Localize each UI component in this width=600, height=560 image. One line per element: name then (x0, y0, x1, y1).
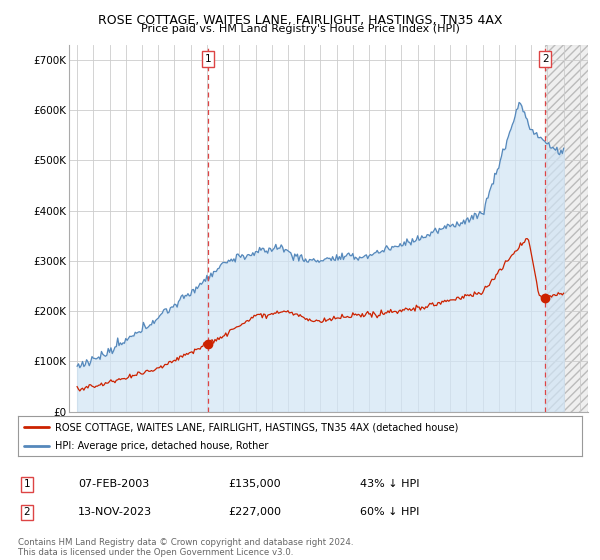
Text: 13-NOV-2023: 13-NOV-2023 (78, 507, 152, 517)
Text: £135,000: £135,000 (228, 479, 281, 489)
Text: 07-FEB-2003: 07-FEB-2003 (78, 479, 149, 489)
Text: 43% ↓ HPI: 43% ↓ HPI (360, 479, 419, 489)
Bar (545, 45, 588, 412)
Bar (545, 45, 588, 412)
Text: 1: 1 (23, 479, 31, 489)
Text: HPI: Average price, detached house, Rother: HPI: Average price, detached house, Roth… (55, 441, 268, 451)
Text: 1: 1 (205, 54, 211, 64)
Text: Price paid vs. HM Land Registry's House Price Index (HPI): Price paid vs. HM Land Registry's House … (140, 24, 460, 34)
Text: ROSE COTTAGE, WAITES LANE, FAIRLIGHT, HASTINGS, TN35 4AX: ROSE COTTAGE, WAITES LANE, FAIRLIGHT, HA… (98, 14, 502, 27)
Text: 2: 2 (23, 507, 31, 517)
Text: 2: 2 (542, 54, 548, 64)
Text: 60% ↓ HPI: 60% ↓ HPI (360, 507, 419, 517)
Text: £227,000: £227,000 (228, 507, 281, 517)
Text: Contains HM Land Registry data © Crown copyright and database right 2024.
This d: Contains HM Land Registry data © Crown c… (18, 538, 353, 557)
Text: ROSE COTTAGE, WAITES LANE, FAIRLIGHT, HASTINGS, TN35 4AX (detached house): ROSE COTTAGE, WAITES LANE, FAIRLIGHT, HA… (55, 422, 458, 432)
